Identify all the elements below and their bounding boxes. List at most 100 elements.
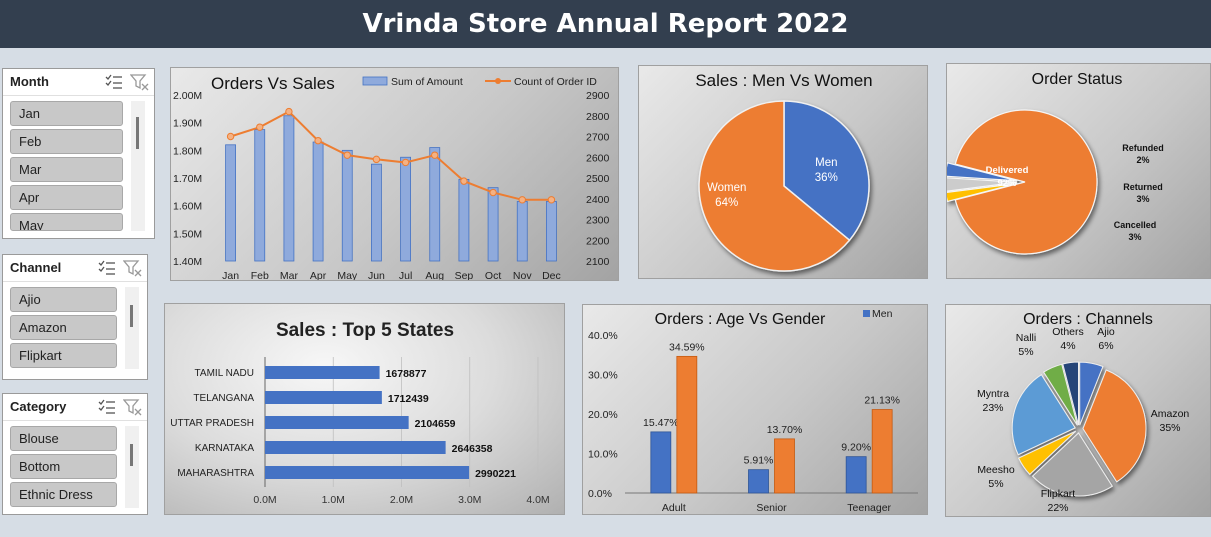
bar-telangana (265, 391, 382, 404)
clear-filter-icon[interactable] (123, 398, 143, 416)
bar-senior-men (748, 469, 769, 494)
multi-select-icon[interactable] (97, 398, 117, 416)
y-tick-label: 0.0% (588, 488, 612, 500)
x-tick-label: Apr (310, 270, 327, 281)
slicer-item-mar[interactable]: Mar (10, 157, 123, 182)
point-mar (285, 107, 293, 116)
men-vs-women-panel[interactable]: Sales : Men Vs Women Men 36% Women 64% (638, 65, 928, 279)
pie-group (947, 109, 1098, 255)
y-left-tick-label: 1.90M (173, 118, 202, 130)
slicer-item-may[interactable]: May (10, 213, 123, 231)
x-tick-label: 4.0M (526, 494, 549, 506)
category-scrollbar[interactable] (125, 426, 139, 508)
slice-value-nalli: 5% (1018, 346, 1033, 358)
month-scrollbar[interactable] (131, 101, 145, 231)
channels-panel[interactable]: Orders : Channels Ajio 6% Amazon 35% Flipkart… (945, 304, 1211, 517)
orders-vs-sales-panel[interactable]: Orders Vs Sales 2.00M 1.90M 1.80M 1.70M 1.60M… (170, 67, 619, 281)
slicer-tools (81, 398, 143, 416)
slicer-item-jan[interactable]: Jan (10, 101, 123, 126)
multi-select-icon[interactable] (104, 73, 124, 91)
x-tick-label: 3.0M (458, 494, 481, 506)
slicer-item-bottom[interactable]: Bottom (10, 454, 117, 479)
slicer-item-apr[interactable]: Apr (10, 185, 123, 210)
slice-ajio (1079, 361, 1104, 426)
slice-value-amazon: 35% (1159, 422, 1180, 434)
point-may (343, 151, 351, 159)
multi-select-icon[interactable] (97, 259, 117, 277)
category-slicer-title: Category (10, 399, 67, 414)
y-left-tick-label: 1.40M (173, 256, 202, 268)
value-label-telangana: 1712439 (388, 393, 429, 405)
slicer-header: Channel (3, 255, 147, 282)
bar-senior-women (774, 438, 795, 494)
chart-title: Sales : Top 5 States (276, 320, 454, 341)
slicer-item-feb[interactable]: Feb (10, 129, 123, 154)
slice-returned (947, 177, 1018, 192)
age-vs-gender-chart: Orders : Age Vs Gender Men 40.0% 30.0% 20.0%… (588, 308, 918, 514)
slicer-item-ajio[interactable]: Ajio (10, 287, 117, 312)
y-left-tick-label: 1.80M (173, 145, 202, 157)
point-jan (226, 132, 235, 141)
month-slicer-title: Month (10, 74, 49, 89)
y-left-tick-label: 1.60M (173, 201, 202, 213)
y-right-tick-label: 2100 (586, 256, 610, 268)
slice-label-nalli: Nalli (1016, 332, 1036, 344)
bar-may (341, 149, 353, 262)
slice-refunded (947, 182, 1018, 203)
slicer-item-amazon[interactable]: Amazon (10, 315, 117, 340)
slice-value-refunded: 2% (1136, 155, 1149, 165)
top-states-panel[interactable]: Sales : Top 5 States 0.0M 1.0M 2.0M 3.0M 4.0M… (164, 303, 565, 515)
bar-uttar-pradesh (265, 416, 409, 429)
value-label-senior: 13.70% (767, 424, 803, 436)
men-vs-women-chart: Sales : Men Vs Women Men 36% Women 64% (695, 71, 873, 272)
clear-filter-icon[interactable] (123, 259, 143, 277)
scrollbar-thumb[interactable] (136, 117, 139, 149)
bar-jun (371, 163, 382, 262)
scrollbar-thumb[interactable] (130, 305, 133, 327)
slicer-tools (81, 259, 143, 277)
bar-adult-women (676, 355, 698, 494)
scrollbar-thumb[interactable] (130, 444, 133, 466)
slice-cancelled (947, 162, 1018, 182)
slice-label-amazon: Amazon (1151, 408, 1190, 420)
order-status-panel[interactable]: Order Status Delivered 92% Refunded 2% Return… (946, 63, 1211, 279)
point-apr (314, 136, 322, 145)
x-tick-label: Sep (455, 270, 474, 281)
bar-aug (429, 147, 441, 262)
x-tick-label: Adult (662, 502, 686, 514)
line-count-of-order-id (230, 110, 552, 201)
slice-men (783, 100, 870, 242)
bar-jan (225, 144, 236, 262)
chart-title: Orders Vs Sales (211, 74, 335, 93)
value-label-adult: 15.47% (643, 417, 679, 429)
slicer-item-flipkart[interactable]: Flipkart (10, 343, 117, 368)
slicer-item-blouse[interactable]: Blouse (10, 426, 117, 451)
channel-scrollbar[interactable] (125, 287, 139, 369)
bar-karnataka (265, 441, 446, 454)
slice-myntra (1011, 374, 1076, 456)
bar-teenager-men (845, 456, 867, 494)
order-status-chart: Order Status Delivered 92% Refunded 2% Return… (947, 71, 1164, 255)
slicer-header: Category (3, 394, 147, 421)
channel-slicer-title: Channel (10, 260, 62, 275)
bar-teenager-women (871, 409, 893, 494)
top-states-chart: Sales : Top 5 States 0.0M 1.0M 2.0M 3.0M 4.0M… (170, 320, 549, 506)
slice-label-men: Men (815, 157, 837, 169)
chart-title: Order Status (1032, 71, 1123, 88)
slice-label-meesho: Meesho (977, 464, 1015, 476)
y-left-tick-label: 1.70M (173, 173, 202, 185)
slicer-item-ethnic-dress[interactable]: Ethnic Dress (10, 482, 117, 507)
legend-label-sum-of-amount: Sum of Amount (391, 76, 463, 88)
clear-filter-icon[interactable] (130, 73, 150, 91)
pie-group (1011, 361, 1147, 497)
chart-title: Orders : Channels (1023, 311, 1153, 328)
slice-label-returned: Returned (1123, 182, 1163, 192)
chart-title: Orders : Age Vs Gender (655, 311, 826, 328)
y-tick-label: 40.0% (588, 330, 618, 342)
point-feb (256, 123, 264, 131)
age-vs-gender-panel[interactable]: Orders : Age Vs Gender Men 40.0% 30.0% 20.0%… (582, 304, 928, 515)
y-right-tick-label: 2700 (586, 132, 610, 144)
point-oct (489, 188, 497, 197)
point-nov (518, 196, 526, 204)
